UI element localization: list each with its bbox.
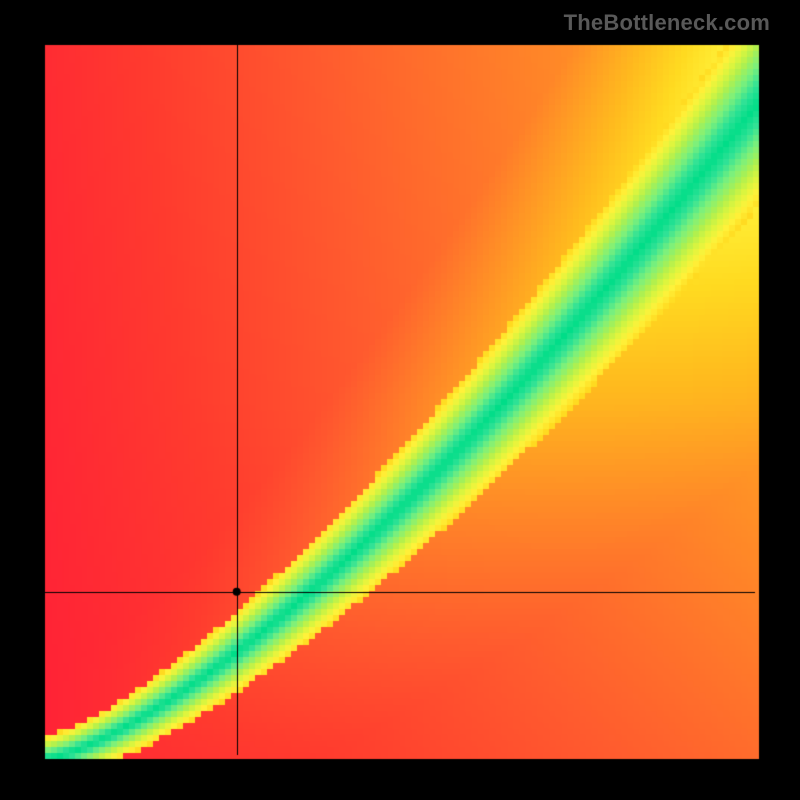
heatmap-canvas (0, 0, 800, 800)
watermark-text: TheBottleneck.com (564, 10, 770, 36)
